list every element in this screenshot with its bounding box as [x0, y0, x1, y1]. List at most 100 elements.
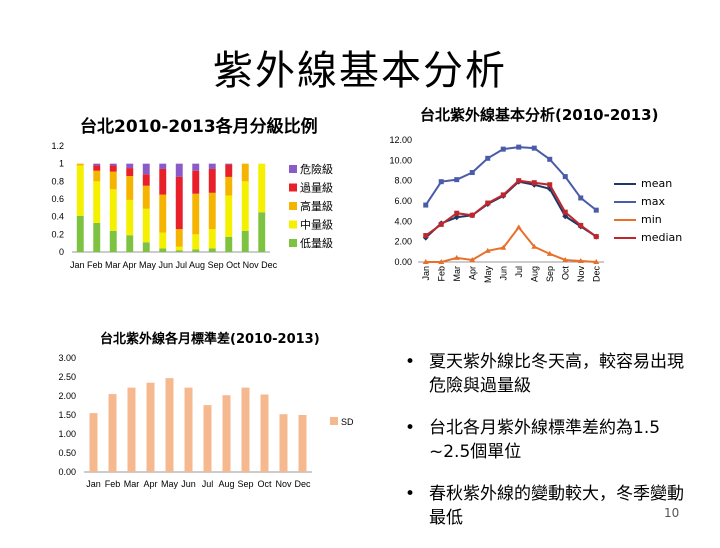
- bar-segment: [109, 171, 117, 190]
- y-tick-label: 1.50: [58, 410, 76, 420]
- data-point: [484, 247, 491, 253]
- x-tick-label: Dec: [591, 266, 601, 283]
- bar-segment: [225, 176, 233, 196]
- bar-segment: [126, 176, 134, 200]
- series-line: [424, 146, 597, 211]
- bar-segment: [192, 249, 200, 252]
- data-point: [593, 207, 599, 213]
- x-category-labels: Jan Feb Mar Apr May Jun Jul Aug Sep Oct …: [70, 260, 278, 270]
- bullet-item: • 夏天紫外線比冬天高，較容易出現危險與過量級: [405, 350, 695, 398]
- legend-label: 中量級: [300, 219, 333, 232]
- sd-bar: [241, 387, 250, 472]
- bar-segment: [192, 170, 200, 194]
- data-point: [500, 192, 506, 198]
- bar-segment: [109, 230, 117, 252]
- bar-segment: [76, 163, 84, 166]
- bullet-symbol: •: [405, 352, 416, 372]
- bar-segment: [159, 194, 167, 233]
- y-tick-label: 0.50: [58, 448, 76, 458]
- data-point: [469, 212, 475, 218]
- bar-segment: [258, 212, 266, 252]
- data-point: [454, 210, 460, 216]
- bar-segment: [192, 234, 200, 250]
- sd-bar: [108, 394, 117, 472]
- uv-basic-chart-title: 台北紫外線基本分析(2010-2013): [420, 106, 659, 124]
- y-tick-label: 0: [59, 247, 64, 257]
- data-point: [593, 259, 600, 264]
- bar-segment: [142, 163, 150, 175]
- y-tick-label: 2.50: [58, 372, 76, 382]
- data-point: [469, 256, 476, 262]
- sd-bar: [279, 414, 288, 472]
- slide-title: 紫外線基本分析: [213, 48, 507, 94]
- x-tick-label: Apr: [467, 266, 477, 280]
- x-tick-label: Nov: [275, 479, 292, 489]
- y-tick-label: 6.00: [394, 196, 412, 206]
- x-tick-label: Oct: [560, 266, 570, 281]
- bar-segment: [241, 163, 249, 182]
- x-tick-label: May: [161, 479, 179, 489]
- legend-swatch: [289, 183, 297, 192]
- bar-segment: [126, 235, 134, 252]
- x-tick-label: Mar: [452, 266, 462, 282]
- x-tick-label: Jun: [498, 266, 508, 281]
- legend-swatch: [289, 239, 297, 247]
- bar-segment: [175, 246, 183, 251]
- x-tick-label: Mar: [124, 479, 140, 489]
- bar-segment: [175, 229, 183, 247]
- legend-label: mean: [641, 177, 672, 190]
- data-point: [547, 182, 553, 188]
- legend-label: 危險級: [300, 162, 333, 176]
- data-point: [422, 259, 429, 264]
- y-tick-label: 0.2: [51, 229, 64, 239]
- data-point: [500, 146, 506, 152]
- x-tick-label: Jul: [514, 266, 524, 278]
- bar-segment: [258, 163, 266, 213]
- y-tick-label: 10.00: [389, 155, 412, 165]
- sd-bar: [260, 394, 269, 472]
- data-point: [500, 244, 507, 250]
- data-point: [438, 221, 444, 227]
- y-tick-label: 2.00: [394, 237, 412, 247]
- data-point: [531, 180, 537, 186]
- sd-bar: [203, 405, 212, 472]
- bar-segment: [126, 168, 134, 177]
- series-line: [425, 179, 597, 238]
- data-point: [485, 200, 491, 206]
- x-tick-label: Dec: [294, 479, 311, 489]
- data-point: [423, 233, 429, 239]
- y-tick-label: 1.2: [51, 141, 64, 151]
- bar-segment: [192, 163, 200, 171]
- bullet-symbol: •: [405, 418, 416, 438]
- y-tick-label: 0.00: [394, 257, 412, 267]
- bar-segment: [192, 193, 200, 235]
- bar-segment: [208, 163, 216, 169]
- data-point: [453, 214, 460, 221]
- bar-segment: [76, 165, 84, 216]
- legend-label: median: [641, 231, 682, 244]
- data-point: [515, 224, 522, 230]
- bullet-item: • 台北各月紫外線標準差約為1.5 ~2.5個單位: [405, 416, 695, 464]
- bar-segment: [208, 192, 216, 230]
- grade-ratio-chart-title: 台北2010-2013各月分級比例: [80, 117, 318, 137]
- bar-segment: [208, 229, 216, 249]
- bar-segment: [225, 163, 233, 165]
- y-tick-label: 1: [59, 159, 64, 169]
- bar-segment: [109, 163, 117, 166]
- bar-segment: [109, 165, 117, 172]
- y-tick-label: 1.00: [58, 429, 76, 439]
- bar-segment: [126, 163, 134, 169]
- legend-label: max: [641, 195, 665, 208]
- x-tick-label: Jan: [86, 479, 101, 489]
- bar-segment: [159, 163, 167, 169]
- y-tick-label: 2.00: [58, 391, 76, 401]
- x-tick-label: Apr: [143, 479, 157, 489]
- data-point: [547, 156, 553, 162]
- x-tick-label: Aug: [529, 266, 539, 282]
- bullet-item: • 春秋紫外線的變動較大，冬季變動最低: [405, 482, 695, 530]
- legend-label: 高量級: [300, 199, 333, 213]
- x-tick-label: Sep: [237, 479, 253, 489]
- legend-swatch: [289, 165, 297, 173]
